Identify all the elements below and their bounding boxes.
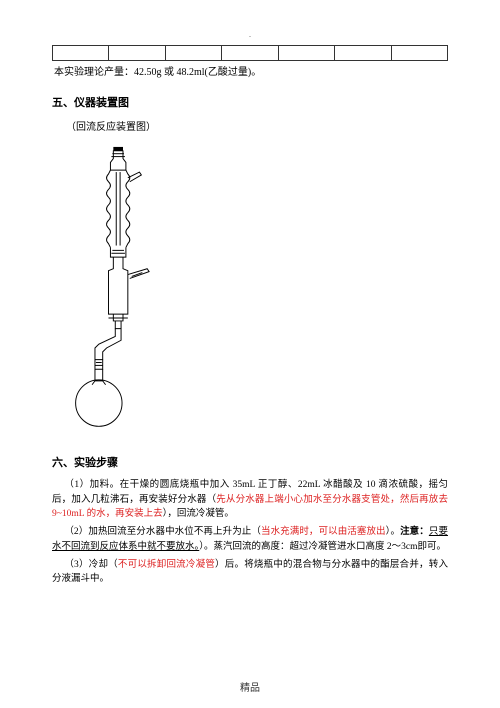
step2-red: 当水充满时，可以由活塞放出	[261, 527, 386, 537]
table-cell	[391, 46, 447, 61]
step-2: （2）加热回流至分水器中水位不再上升为止（当水充满时，可以由活塞放出）。注意：只…	[52, 525, 448, 554]
table-cell	[109, 46, 165, 61]
section5-title: 五、仪器装置图	[52, 94, 448, 110]
step-3: （3）冷却（不可以拆卸回流冷凝管）后。将烧瓶中的混合物与分水器中的酯层合并，转入…	[52, 558, 448, 587]
footer-text: 精品	[0, 679, 500, 694]
apparatus-diagram	[58, 145, 448, 438]
step2-prefix: （2）加热回流至分水器中水位不再上升为止（	[64, 527, 261, 537]
grid-table	[52, 45, 448, 61]
step3-red: 不可以拆卸回流冷凝管	[118, 560, 215, 570]
yield-text: 本实验理论产量：42.50g 或 48.2ml(乙酸过量)。	[54, 63, 448, 78]
header-dot: .	[52, 30, 448, 39]
step2-note-label: 注意：	[400, 527, 429, 537]
table-cell	[53, 46, 109, 61]
page: . 本实验理论产量：42.50g 或 48.2ml(乙酸过量)。 五、仪器装置图…	[0, 0, 500, 708]
section6-title: 六、实验步骤	[52, 454, 448, 470]
step2-tail: ）。蒸汽回流的高度：超过冷凝管进水口高度 2～3cm即可。	[199, 542, 446, 552]
step3-prefix: （3）冷却（	[64, 560, 118, 570]
step1-suffix: ），回流冷凝管。	[163, 509, 234, 519]
step2-mid: ）。	[386, 527, 400, 537]
table-row	[53, 46, 448, 61]
step-1: （1）加料。在干燥的圆底烧瓶中加入 35mL 正丁醇、22mL 冰醋酸及 10 …	[52, 478, 448, 522]
table-cell	[278, 46, 334, 61]
table-cell	[335, 46, 391, 61]
table-cell	[165, 46, 221, 61]
table-cell	[222, 46, 278, 61]
steps-block: （1）加料。在干燥的圆底烧瓶中加入 35mL 正丁醇、22mL 冰醋酸及 10 …	[52, 478, 448, 587]
section5-note: （回流反应装置图）	[66, 118, 448, 133]
